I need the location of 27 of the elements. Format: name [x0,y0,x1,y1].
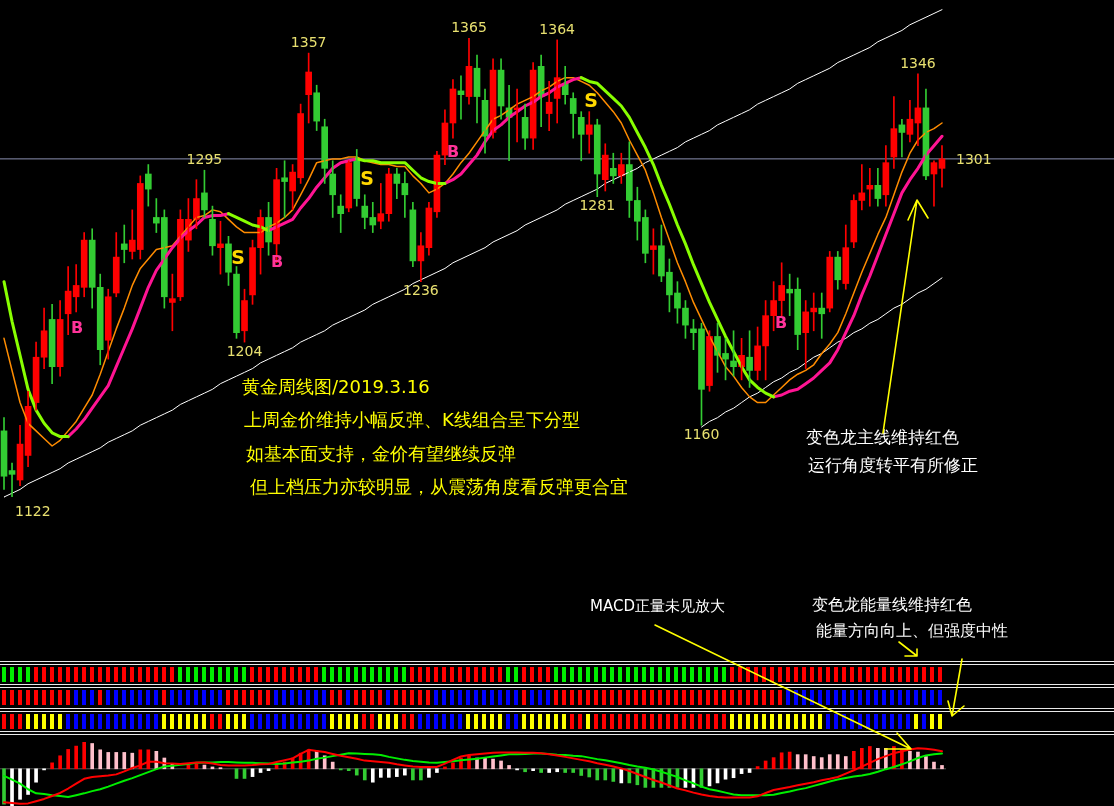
annotation: 上周金价维持小幅反弹、K线组合呈下分型 [244,409,580,431]
annotation: 但上档压力亦较明显，从震荡角度看反弹更合宜 [250,476,628,498]
annotation: 1204 [226,342,263,359]
text: 黄金周线图/2019.3.16 [242,376,430,398]
annotation: 1281 [579,197,616,214]
annotation: 1346 [900,54,936,71]
text: 能量方向向上、但强度中性 [816,621,1008,641]
annotation: S [584,88,598,112]
annotation: 1357 [290,33,327,50]
annotation: B [774,313,788,333]
annotation: 变色龙主线维持红色 [806,427,959,448]
text: MACD正量未见放大 [590,597,725,615]
annotation: S [360,166,374,190]
annotation: 1364 [539,20,576,37]
ref-line-label: 1301 [956,150,992,167]
text: 1122 [15,503,51,520]
annotation: 1160 [683,425,720,442]
annotation: B [270,252,284,272]
annotation: S [231,245,245,269]
annotation: 1365 [451,18,487,35]
annotation: 1236 [403,282,439,299]
annotation: 如基本面支持，金价有望继续反弹 [246,443,516,465]
annotation: B [70,318,84,338]
annotation: 运行角度转平有所修正 [808,455,978,476]
annotation: B [446,142,460,162]
text: 变色龙能量线维持红色 [812,595,972,615]
annotation: 1295 [186,150,223,167]
